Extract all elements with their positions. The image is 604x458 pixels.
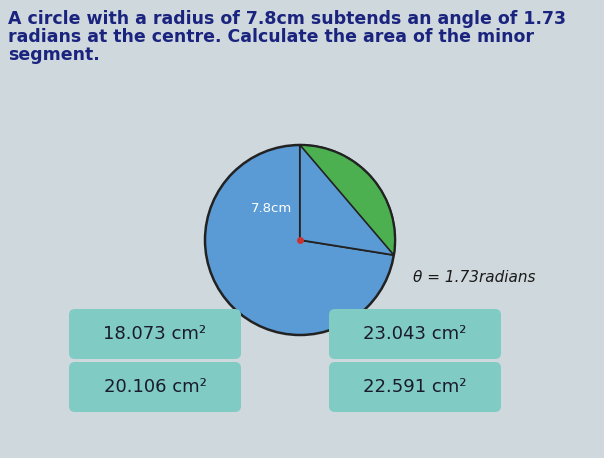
- FancyBboxPatch shape: [69, 309, 241, 359]
- Text: 20.106 cm²: 20.106 cm²: [103, 378, 207, 396]
- Circle shape: [205, 145, 395, 335]
- Text: segment.: segment.: [8, 46, 100, 64]
- Text: radians at the centre. Calculate the area of the minor: radians at the centre. Calculate the are…: [8, 28, 534, 46]
- FancyBboxPatch shape: [329, 362, 501, 412]
- Text: 23.043 cm²: 23.043 cm²: [364, 325, 467, 343]
- FancyBboxPatch shape: [69, 362, 241, 412]
- Wedge shape: [300, 145, 395, 255]
- FancyBboxPatch shape: [329, 309, 501, 359]
- Text: A circle with a radius of 7.8cm subtends an angle of 1.73: A circle with a radius of 7.8cm subtends…: [8, 10, 566, 28]
- Polygon shape: [300, 145, 394, 255]
- Text: 7.8cm: 7.8cm: [251, 202, 292, 214]
- Text: θ = 1.73radians: θ = 1.73radians: [413, 271, 536, 285]
- Text: 18.073 cm²: 18.073 cm²: [103, 325, 207, 343]
- Text: 22.591 cm²: 22.591 cm²: [363, 378, 467, 396]
